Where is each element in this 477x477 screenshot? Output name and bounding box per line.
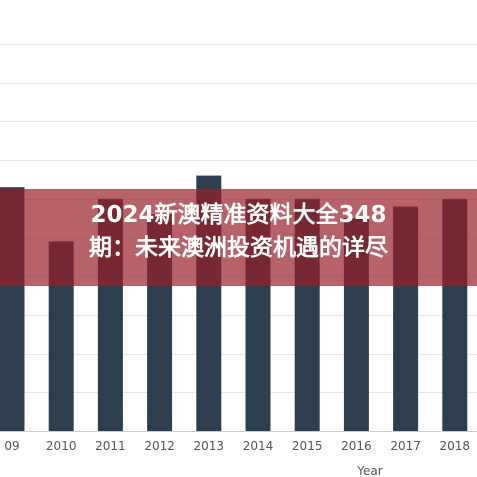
x-tick-label: 2015 [292,439,323,453]
x-tick-label: 09 [4,439,19,453]
x-tick-label: 2010 [46,439,77,453]
x-tick-label: 2017 [390,439,421,453]
banner-title-line-2: 期：未来澳洲投资机遇的详尽 [89,235,388,261]
x-tick-label: 2016 [341,439,372,453]
x-tick-labels: 09 2010 2011 2012 2013 2014 2015 2016 2017 2018 [4,439,470,453]
overlay-banner: 2024新澳精准资料大全348 期：未来澳洲投资机遇的详尽 [0,189,477,286]
banner-title-line-1: 2024新澳精准资料大全348 [90,202,387,228]
x-tick-label: 2013 [194,439,225,453]
x-tick-label: 2018 [440,439,471,453]
x-axis-title: Year [356,464,382,477]
x-tick-label: 2012 [144,439,175,453]
x-tick-label: 2011 [95,439,126,453]
x-tick-label: 2014 [243,439,274,453]
